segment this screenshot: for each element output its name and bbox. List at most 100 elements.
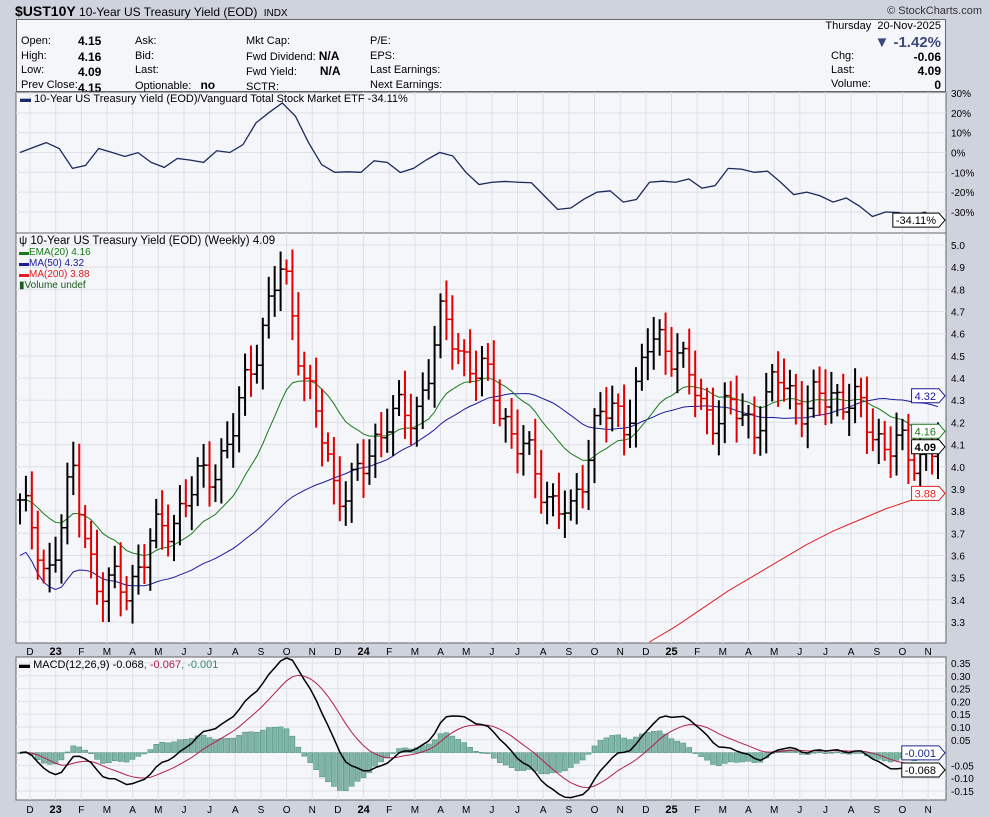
chg-value: -0.06 [913,50,941,64]
macd-histogram-bar [621,737,627,753]
change-percent: ▼ -1.42% [874,34,941,51]
x-tick-label: D [26,647,33,658]
y-tick-label: -10% [951,168,974,179]
low-value: 4.09 [78,65,102,79]
macd-histogram-bar [342,752,349,792]
x-tick-label: M [103,805,111,816]
x-tick-label: J [515,805,520,816]
macd-histogram-bar [212,739,219,753]
date: 20-Nov-2025 [877,20,941,32]
x-tick-label: A [437,805,444,816]
macd-histogram-bar [248,731,254,753]
x-tick-label: O [283,647,291,658]
macd-histogram-bar [153,744,159,753]
macd-histogram-bar [200,734,207,753]
quote-labels-4: P/E: EPS: Last Earnings: Next Earnings: [370,34,442,92]
ma50-legend: MA(50) 4.32 [29,258,85,269]
x-tick-label: A [745,647,752,658]
y-tick-label: 0% [951,149,966,160]
macd-histogram-bar [449,735,456,753]
ma200-line [649,492,939,643]
label: Chg: [831,50,855,62]
macd-histogram-bar [579,752,586,761]
copyright: © StockCharts.com [887,5,982,17]
y-tick-label: 4.7 [951,308,965,319]
macd-histogram-bar [236,735,242,753]
x-tick-label: M [411,805,419,816]
x-tick-label: F [386,647,392,658]
price-last-tag: 4.09 [915,442,936,454]
last-row: Last: 4.09 [831,64,941,78]
x-tick-label: M [462,805,470,816]
macd-last-tag-box [901,762,946,778]
x-tick-label: O [899,805,907,816]
x-tick-label: M [770,805,778,816]
x-tick-label: 23 [50,804,62,816]
macd-histogram-bar [698,752,704,757]
x-tick-label: D [334,647,341,658]
label: Prev Close: [21,78,78,91]
macd-histogram-bar [810,751,817,754]
y-tick-label: 0.25 [951,685,971,696]
x-tick-label: A [848,805,855,816]
macd-histogram-bar [615,734,621,753]
x-tick-label: D [334,805,341,816]
macd-histogram-bar [455,739,462,753]
macd-histogram-bar [82,749,88,753]
y-tick-label: 3.4 [951,596,965,607]
ohlc-bar-icon: ψ [19,235,28,247]
x-tick-label: A [540,647,547,658]
y-tick-label: 4.8 [951,285,965,296]
macd-histogram-bar [165,742,171,753]
label: SCTR: [246,80,279,93]
y-tick-label: -30% [951,208,974,219]
macd-histogram-bar [230,737,236,753]
macd-histogram-bar [662,733,669,753]
volume-row: Volume: 0 [831,78,941,92]
x-tick-label: F [694,647,700,658]
optionable-value: no [200,77,216,92]
macd-histogram-bar [313,752,319,770]
macd-histogram-bar [722,752,728,764]
macd-histogram-bar [686,747,693,753]
macd-histogram-bar [360,752,367,778]
label: High: [21,49,47,62]
x-tick-label: A [745,805,752,816]
fwd-yield-value: N/A [319,64,341,78]
macd-histogram-bar [372,752,379,767]
y-tick-label: 4.9 [951,263,965,274]
macd-histogram-bar [106,752,112,763]
x-tick-label: 24 [357,804,370,816]
x-tick-label: M [462,647,470,658]
y-tick-label: 3.3 [951,618,965,629]
y-tick-label: 3.8 [951,507,965,518]
macd-histogram-bar [538,752,544,775]
y-tick-label: 0.35 [951,659,971,670]
macd-histogram-bar [218,738,225,753]
line-swatch-icon: ▬ [19,659,30,671]
macd-histogram-bar [265,727,272,753]
x-tick-label: J [207,805,212,816]
prev-close-value: 4.15 [78,80,102,95]
macd-histogram-bar [159,741,165,753]
macd-histogram-bar [325,752,331,783]
macd-histogram-bar [129,752,136,760]
line-swatch-icon: ▬ [19,247,29,258]
macd-histogram-bar [627,739,633,753]
x-tick-label: A [848,647,855,658]
macd-histogram-bar [301,752,308,757]
macd-histogram-bar [645,732,651,753]
ratio-title: 10-Year US Treasury Yield (EOD)/Vanguard… [34,93,408,105]
macd-histogram-bar [88,752,94,754]
quote-labels-2: Ask: Bid: Last: Optionable: no [135,34,215,93]
ma200-tag-box [911,485,946,501]
quote-panel: Open: High: Low: Prev Close: 4.15 4.16 4.09 4.… [16,19,946,95]
x-tick-label: J [823,647,828,658]
x-tick-label: N [309,805,316,816]
macd-histogram-bar [283,728,290,753]
macd-histogram-bar [319,752,325,778]
x-tick-label: S [258,647,265,658]
x-tick-label: S [566,647,573,658]
x-tick-label: M [411,647,419,658]
